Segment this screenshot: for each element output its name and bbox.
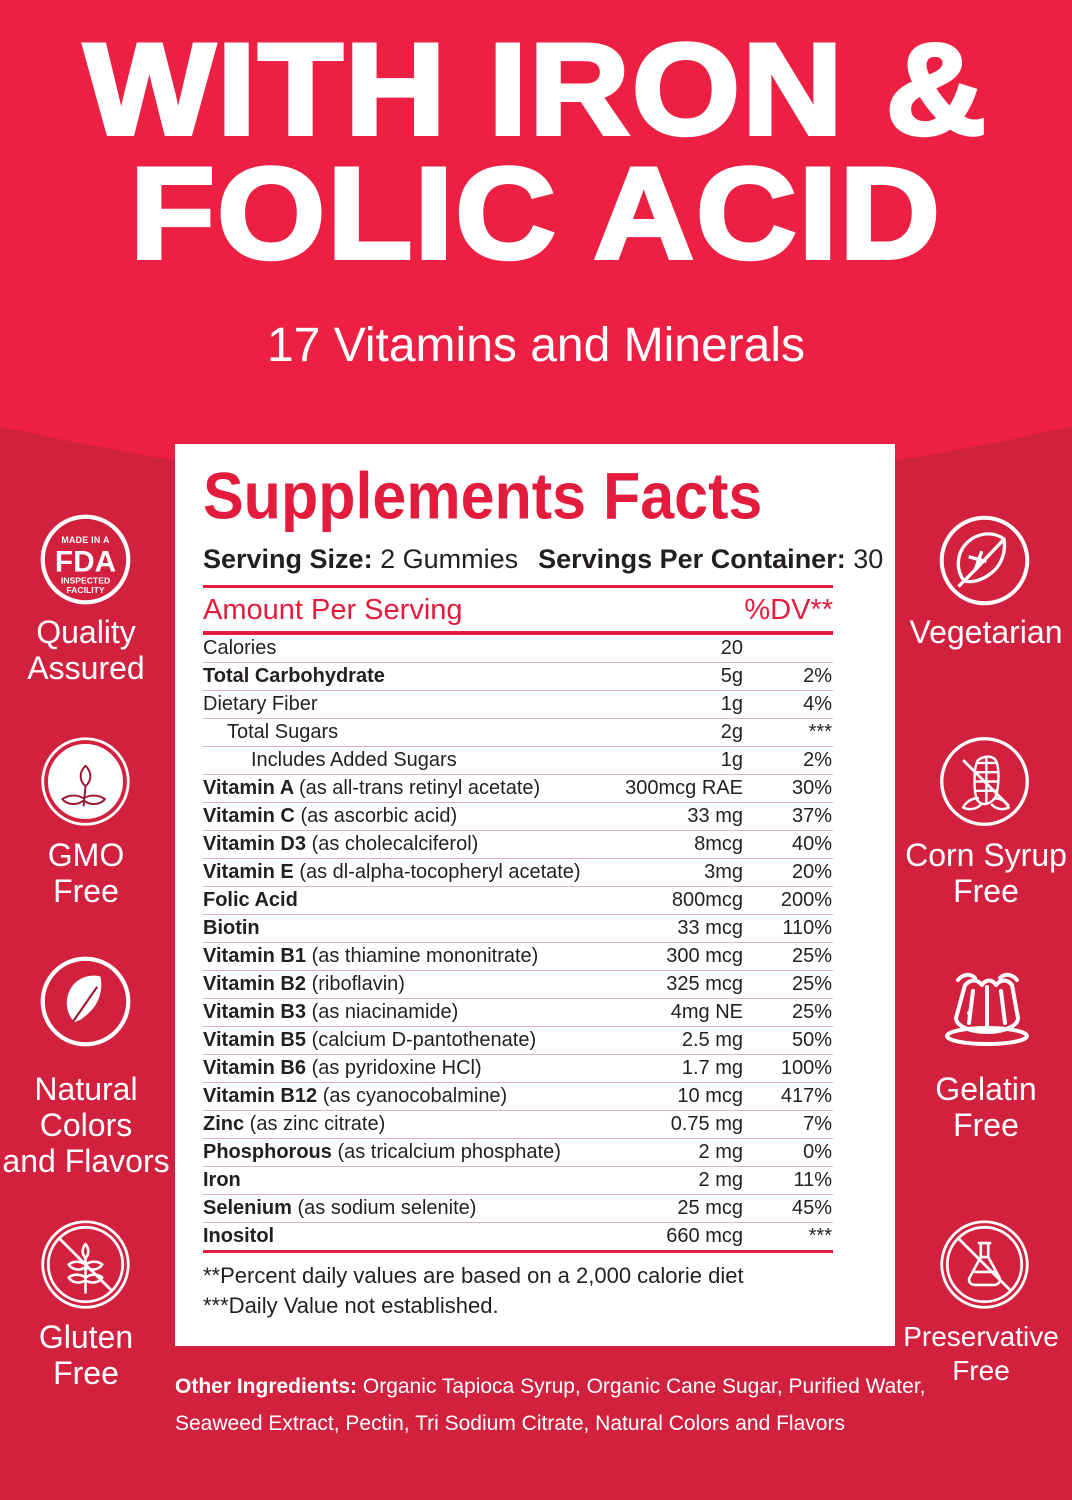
- svg-text:FDA: FDA: [55, 546, 116, 579]
- svg-text:FACILITY: FACILITY: [66, 585, 105, 595]
- svg-text:MADE IN A: MADE IN A: [61, 535, 110, 545]
